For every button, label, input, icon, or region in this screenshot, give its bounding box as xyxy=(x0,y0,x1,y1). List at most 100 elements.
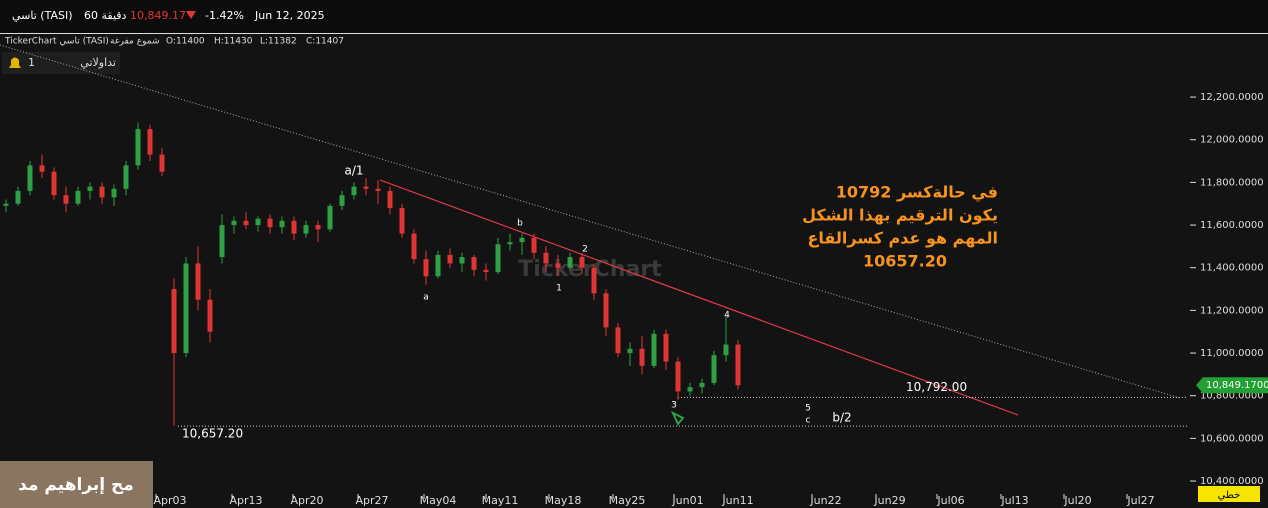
x-tick-label: May18 xyxy=(545,494,582,507)
candle-body xyxy=(255,218,261,226)
wave-label: a/1 xyxy=(344,164,363,178)
x-tick-label: Jun22 xyxy=(809,494,841,507)
candle-body xyxy=(555,263,561,268)
note-line: في حالةكسر 10792 xyxy=(836,183,998,203)
note-line: يكون الترقيم بهذا الشكل xyxy=(802,206,998,225)
candle-body xyxy=(183,263,189,354)
wave-label: b/2 xyxy=(832,411,851,425)
y-tick-label: 11,000.0000 xyxy=(1200,348,1264,359)
symbol: تاسي (TASI) xyxy=(12,9,73,22)
wave-label: b xyxy=(517,219,523,229)
footer-button-label[interactable]: خطي xyxy=(1218,490,1241,501)
candle-body xyxy=(387,190,393,208)
change: -1.42% xyxy=(205,9,244,22)
candle-body xyxy=(723,344,729,356)
x-tick-label: Jun11 xyxy=(721,494,753,507)
candle-body xyxy=(15,190,21,204)
candle-body xyxy=(399,207,405,234)
candle-body xyxy=(363,186,369,189)
y-tick-label: 12,200.0000 xyxy=(1200,92,1264,103)
candle-body xyxy=(51,171,57,196)
candle-body xyxy=(483,269,489,272)
x-tick-label: Jul13 xyxy=(1000,494,1028,507)
candle-body xyxy=(303,225,309,234)
last-price-label: 10,849.1700 xyxy=(1206,380,1268,391)
wave-label: a xyxy=(423,293,429,303)
x-tick-label: Apr13 xyxy=(229,494,262,507)
y-tick-label: 11,800.0000 xyxy=(1200,177,1264,188)
candle-body xyxy=(627,348,633,354)
candle-body xyxy=(111,188,117,198)
toolbar-label[interactable]: تداولاتي xyxy=(80,56,116,69)
candle-body xyxy=(651,333,657,366)
candle-body xyxy=(447,254,453,264)
candle-body xyxy=(423,259,429,277)
candle-body xyxy=(75,190,81,204)
info-style: شموع مفرغة xyxy=(110,37,160,47)
alert-count: 1 xyxy=(28,56,35,69)
candle-body xyxy=(123,165,129,189)
top-bar xyxy=(0,0,1268,33)
info-low: L:11382 xyxy=(260,37,297,47)
candle-body xyxy=(603,293,609,328)
footer-button[interactable] xyxy=(1198,486,1260,502)
y-tick-label: 10,400.0000 xyxy=(1200,476,1264,487)
candle-body xyxy=(459,257,465,264)
wave-label: 3 xyxy=(671,401,677,411)
info-high: H:11430 xyxy=(214,37,253,47)
x-tick-label: Apr03 xyxy=(153,494,186,507)
candle-body xyxy=(699,382,705,388)
last-price-tag xyxy=(1196,377,1268,394)
candle-body xyxy=(735,344,741,386)
candle-body xyxy=(711,355,717,383)
x-tick-label: Jul27 xyxy=(1126,494,1154,507)
info-close: C:11407 xyxy=(306,37,344,47)
candle-body xyxy=(675,361,681,392)
candle-body xyxy=(531,237,537,253)
x-tick-label: Jul06 xyxy=(936,494,964,507)
candle-body xyxy=(327,205,333,230)
info-open: O:11400 xyxy=(166,37,205,47)
author: مح إبراهيم مد xyxy=(18,475,134,495)
candle-body xyxy=(471,257,477,270)
candle-body xyxy=(243,220,249,226)
candle-body xyxy=(3,203,9,206)
y-tick-label: 11,200.0000 xyxy=(1200,305,1264,316)
candle-body xyxy=(27,165,33,191)
candle-body xyxy=(543,252,549,264)
level-label: 10,792.00 xyxy=(906,380,967,394)
watermark: TickerChart xyxy=(518,257,662,282)
candle-body xyxy=(615,327,621,354)
candle-body xyxy=(519,237,525,243)
info-source: TickerChart تاسي (TASI) xyxy=(4,37,109,47)
candle-body xyxy=(591,267,597,294)
candle-body xyxy=(495,244,501,272)
wave-label: 2 xyxy=(582,245,588,255)
down-arrow xyxy=(186,11,196,19)
wave-label: 1 xyxy=(556,284,562,294)
candle-body xyxy=(87,186,93,191)
x-tick-label: Jun29 xyxy=(873,494,905,507)
candle-body xyxy=(435,254,441,277)
candle-body xyxy=(39,165,45,172)
y-tick-label: 12,000.0000 xyxy=(1200,135,1264,146)
candle-body xyxy=(663,333,669,362)
interval[interactable]: 60 دقيقة xyxy=(84,9,127,22)
price-axis xyxy=(1190,48,1268,508)
wave-label: 4 xyxy=(724,311,730,321)
level-label: 10,657.20 xyxy=(182,427,243,441)
candle-body xyxy=(171,289,177,354)
candle-body xyxy=(63,195,69,204)
x-tick-label: May25 xyxy=(609,494,646,507)
candle-body xyxy=(267,218,273,228)
candle-body xyxy=(507,242,513,245)
bell-icon[interactable] xyxy=(9,57,21,69)
candle-body xyxy=(99,186,105,198)
cursor-marker xyxy=(670,410,685,426)
x-tick-label: Apr27 xyxy=(355,494,388,507)
candle-body xyxy=(159,154,165,172)
candle-body xyxy=(567,257,573,268)
note-line: 10657.20 xyxy=(863,252,947,271)
